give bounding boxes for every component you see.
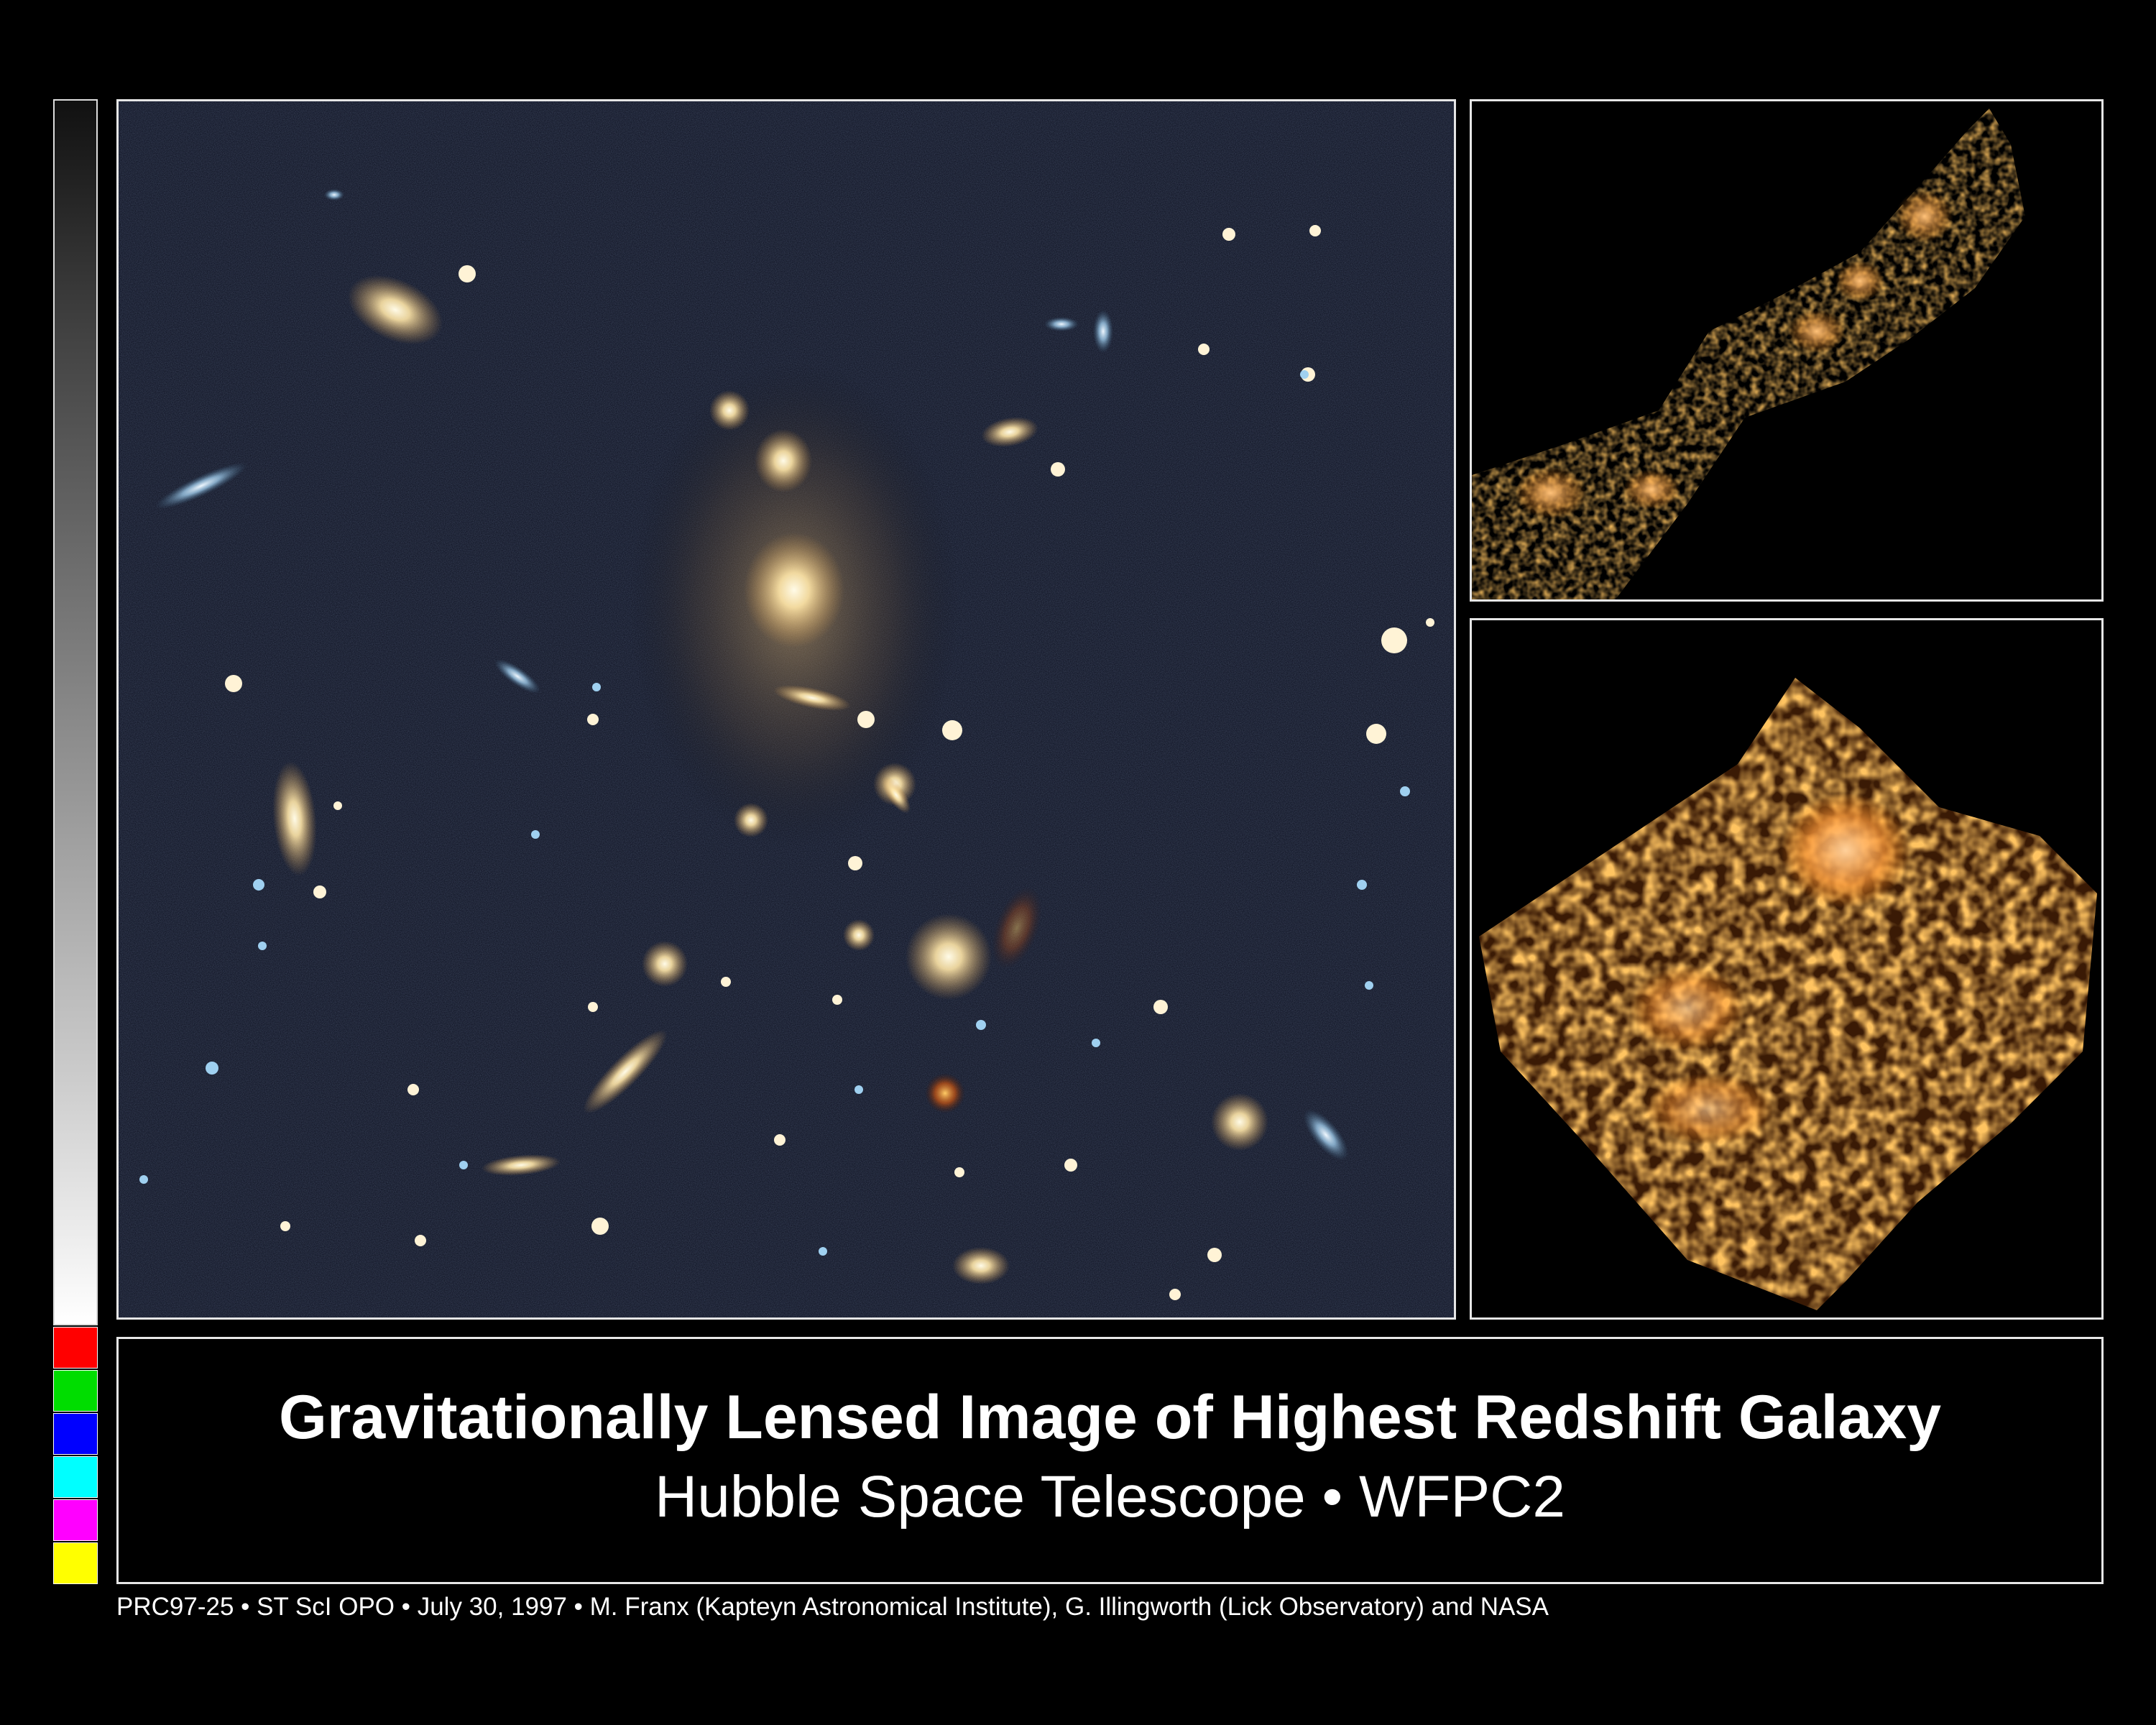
galaxy-cluster-svg <box>119 101 1454 1317</box>
credit-line: PRC97-25 • ST ScI OPO • July 30, 1997 • … <box>116 1593 1549 1621</box>
swatch-red <box>53 1327 98 1368</box>
blue-star-points <box>139 370 1410 1256</box>
swatch-cyan <box>53 1456 98 1498</box>
lensed-arc-panel <box>1470 99 2104 602</box>
title-box: Gravitationally Lensed Image of Highest … <box>116 1337 2104 1584</box>
grayscale-gradient <box>53 99 98 1325</box>
swatch-blue <box>53 1413 98 1455</box>
star-points <box>225 225 1434 1300</box>
lensed-arc-svg <box>1472 101 2101 599</box>
swatch-green <box>53 1370 98 1412</box>
swatch-yellow <box>53 1542 98 1584</box>
main-title: Gravitationally Lensed Image of Highest … <box>278 1383 1942 1452</box>
swatch-magenta <box>53 1499 98 1541</box>
reconstructed-galaxy-panel <box>1470 618 2104 1320</box>
galaxy-cluster-image <box>116 99 1456 1320</box>
color-scale-bar <box>53 99 98 1586</box>
reconstructed-galaxy-svg <box>1472 620 2101 1317</box>
subtitle: Hubble Space Telescope • WFPC2 <box>655 1464 1565 1530</box>
